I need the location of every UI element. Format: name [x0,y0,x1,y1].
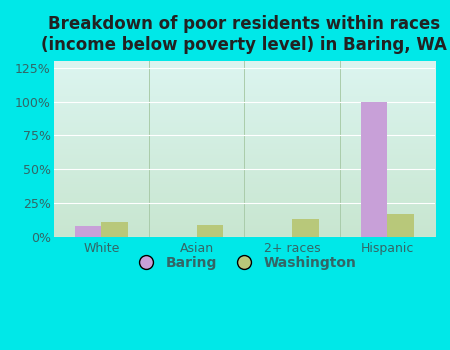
Title: Breakdown of poor residents within races
(income below poverty level) in Baring,: Breakdown of poor residents within races… [41,15,447,54]
Legend: Baring, Washington: Baring, Washington [126,251,362,276]
Bar [75,226,101,237]
Bar [387,214,414,237]
Bar [101,222,128,237]
Bar [197,225,223,237]
Bar [292,219,319,237]
Bar [360,102,387,237]
